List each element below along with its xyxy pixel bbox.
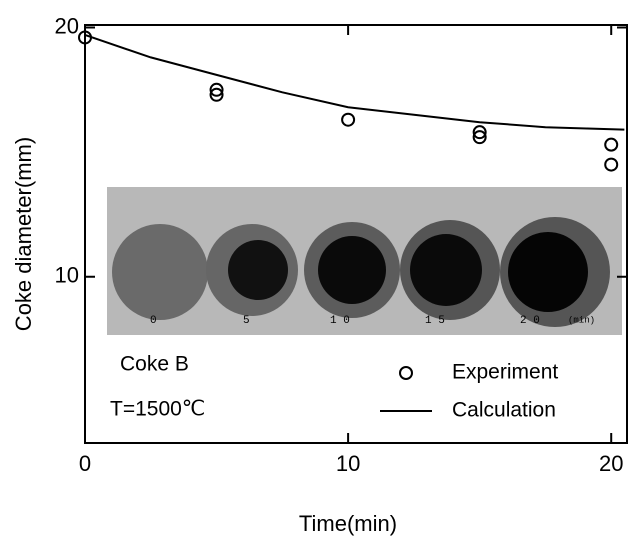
annotation: Coke B	[120, 353, 189, 376]
plot-frame	[84, 24, 628, 444]
data-point	[209, 87, 224, 102]
photo-cokes	[112, 217, 610, 327]
data-point	[209, 82, 224, 97]
data-point	[604, 157, 619, 172]
y-tick-label: 20	[55, 13, 79, 38]
x-axis-label: Time(min)	[299, 511, 397, 536]
photo-label: (min)	[568, 315, 595, 325]
data-point	[604, 137, 619, 152]
data-point	[341, 112, 356, 127]
annotation: T=1500℃	[110, 398, 205, 421]
photo-label: 0	[150, 315, 157, 327]
calc-line	[84, 34, 625, 131]
data-point	[472, 130, 487, 145]
photo-label: 2 0	[520, 315, 540, 327]
legend-label: Calculation	[452, 399, 556, 422]
legend-label: Experiment	[452, 361, 558, 384]
x-tick-label: 10	[336, 451, 360, 476]
photo-label: 5	[243, 315, 250, 327]
photo-label: 1 0	[330, 315, 350, 327]
y-tick-label: 10	[55, 263, 79, 288]
data-point	[472, 125, 487, 140]
legend-marker	[399, 366, 413, 380]
y-axis-label: Coke diameter(mm)	[11, 137, 36, 331]
photo-label: 1 5	[425, 315, 445, 327]
x-tick-label: 0	[79, 451, 91, 476]
x-tick-label: 20	[599, 451, 623, 476]
